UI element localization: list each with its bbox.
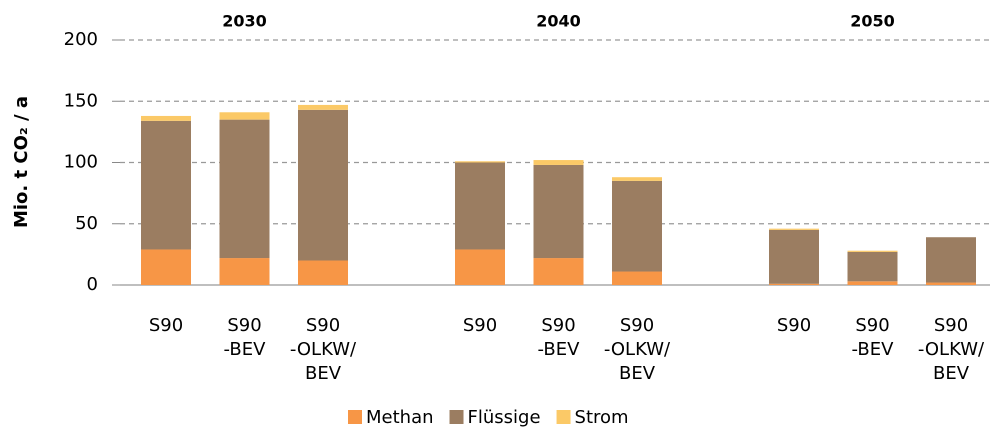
x-tick-label: S90 <box>149 315 183 336</box>
bar-segment <box>219 258 270 285</box>
bar-segment <box>455 161 505 163</box>
x-tick-label: BEV <box>933 363 970 384</box>
legend-label: Flüssige <box>468 407 541 428</box>
x-tick-label: -BEV <box>852 339 895 360</box>
x-tick-label: S90 <box>620 315 654 336</box>
bar-segment <box>769 228 819 230</box>
x-tick-label: S90 <box>541 315 575 336</box>
legend-swatch <box>556 410 571 424</box>
bar-segment <box>847 250 898 252</box>
legend-label: Methan <box>366 407 434 428</box>
x-tick-label: BEV <box>619 363 656 384</box>
bar-segment <box>612 177 662 181</box>
x-tick-label: S90 <box>306 315 340 336</box>
bar-segment <box>298 104 348 110</box>
bar-segment <box>219 112 270 120</box>
group-label: 2040 <box>536 12 581 31</box>
bar-segment <box>533 160 584 165</box>
bar-segment <box>455 249 505 285</box>
x-tick-label: -OLKW/ <box>290 339 357 360</box>
bar-segment <box>926 282 976 285</box>
x-tick-label: BEV <box>305 363 342 384</box>
bar-segment <box>612 271 662 285</box>
y-tick-label: 50 <box>75 213 98 234</box>
y-tick-label: 200 <box>64 29 98 50</box>
bar-segment <box>926 237 976 283</box>
group-label: 2050 <box>850 12 895 31</box>
x-tick-label: -OLKW/ <box>918 339 985 360</box>
bar-segment <box>612 180 662 272</box>
x-tick-label: S90 <box>777 315 811 336</box>
bar-segment <box>141 249 191 285</box>
bar-segment <box>533 258 584 285</box>
bar-segment <box>298 260 348 285</box>
bar-segment <box>769 229 819 284</box>
y-tick-label: 150 <box>64 90 98 111</box>
legend-label: Strom <box>575 407 629 428</box>
group-label: 2030 <box>222 12 267 31</box>
x-tick-label: -BEV <box>224 339 267 360</box>
bar-segment <box>455 162 505 250</box>
x-tick-label: S90 <box>855 315 889 336</box>
legend-swatch <box>449 410 464 424</box>
x-tick-label: -BEV <box>538 339 581 360</box>
x-tick-label: S90 <box>463 315 497 336</box>
bar-segment <box>769 283 819 285</box>
x-tick-label: S90 <box>227 315 261 336</box>
y-axis-label: Mio. t CO₂ / a <box>11 96 32 228</box>
bar-segment <box>533 164 584 259</box>
bar-segment <box>219 119 270 259</box>
x-tick-label: S90 <box>934 315 968 336</box>
bar-segment <box>847 281 898 285</box>
y-tick-label: 100 <box>64 152 98 173</box>
bar-segment <box>141 115 191 121</box>
y-tick-label: 0 <box>87 274 98 295</box>
bar-segment <box>847 251 898 282</box>
x-tick-label: -OLKW/ <box>604 339 671 360</box>
bar-segment <box>298 109 348 261</box>
legend-swatch <box>348 410 362 424</box>
bar-segment <box>141 120 191 250</box>
